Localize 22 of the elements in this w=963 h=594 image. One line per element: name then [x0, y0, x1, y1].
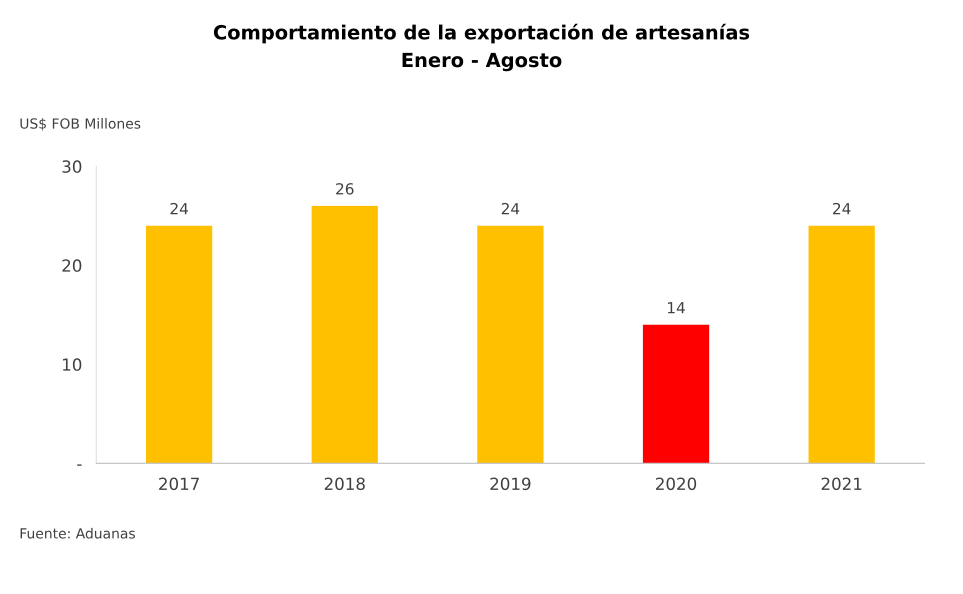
x-tick-label: 2017 — [159, 478, 199, 490]
bar — [146, 226, 212, 464]
y-tick-label: - — [77, 464, 82, 466]
data-label: 24 — [502, 202, 520, 214]
data-label: 24 — [833, 202, 851, 214]
x-tick-label: 2020 — [656, 478, 696, 490]
y-tick-label: 20 — [62, 259, 82, 272]
x-tick-label: 2021 — [822, 478, 862, 490]
x-tick-label: 2018 — [324, 478, 365, 490]
y-tick-label: 10 — [63, 358, 82, 371]
data-label: 26 — [336, 183, 354, 195]
y-tick-label: 30 — [62, 160, 82, 173]
x-tick-label: 2019 — [490, 478, 530, 490]
bar — [642, 324, 710, 464]
bar — [312, 206, 378, 464]
bar — [477, 226, 544, 464]
bar — [808, 226, 875, 464]
data-label: 24 — [170, 202, 188, 214]
y-axis-title: US$ FOB Millones — [20, 118, 140, 131]
source-note: Fuente: Aduanas — [20, 528, 135, 539]
data-label: 14 — [668, 302, 685, 314]
chart-title: Comportamiento de la exportación de artesanías Enero - Agosto — [214, 24, 750, 72]
